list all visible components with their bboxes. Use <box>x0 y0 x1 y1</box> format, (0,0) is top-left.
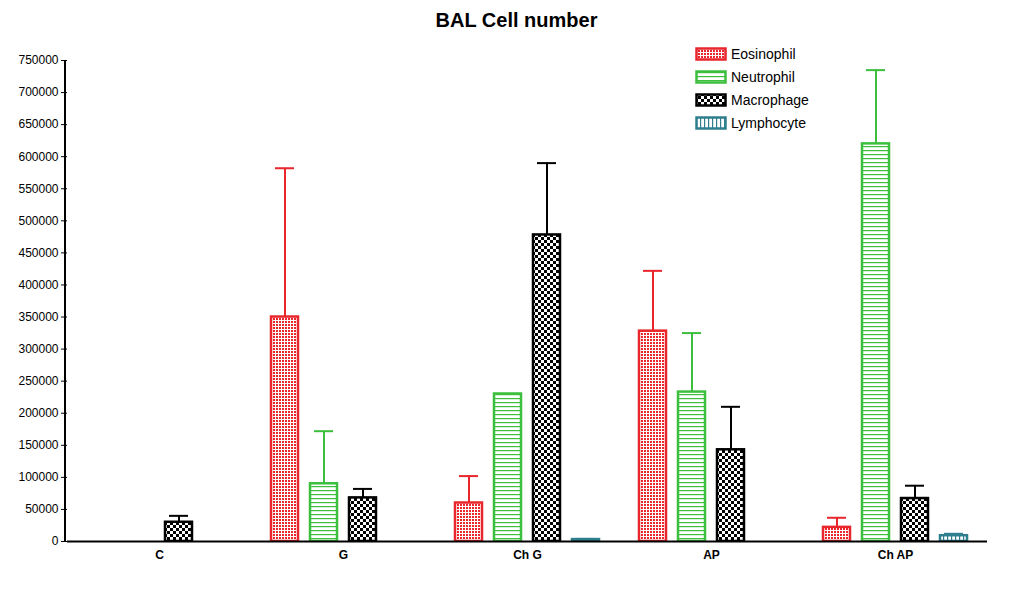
svg-text:750000: 750000 <box>18 53 58 67</box>
svg-text:50000: 50000 <box>25 502 59 516</box>
svg-text:C: C <box>155 548 164 562</box>
svg-text:250000: 250000 <box>18 374 58 388</box>
svg-text:AP: AP <box>703 548 720 562</box>
svg-text:700000: 700000 <box>18 85 58 99</box>
svg-text:200000: 200000 <box>18 406 58 420</box>
svg-text:150000: 150000 <box>18 438 58 452</box>
html-text:Macrophage: Macrophage <box>731 91 809 108</box>
svg-text:0: 0 <box>52 534 59 548</box>
svg-text:500000: 500000 <box>18 214 58 228</box>
svg-text:Ch AP: Ch AP <box>878 548 914 562</box>
svg-text:100000: 100000 <box>18 470 58 484</box>
svg-text:Ch G: Ch G <box>513 548 542 562</box>
html-text:Lymphocyte: Lymphocyte <box>731 114 806 131</box>
svg-text:400000: 400000 <box>18 278 58 292</box>
svg-text:300000: 300000 <box>18 342 58 356</box>
svg-text:G: G <box>339 548 348 562</box>
svg-text:600000: 600000 <box>18 150 58 164</box>
html-text:BAL Cell number: BAL Cell number <box>435 9 598 31</box>
svg-text:550000: 550000 <box>18 182 58 196</box>
html-text:Eosinophil: Eosinophil <box>731 45 796 62</box>
svg-text:450000: 450000 <box>18 246 58 260</box>
html-text:Neutrophil: Neutrophil <box>731 68 795 85</box>
svg-text:650000: 650000 <box>18 117 58 131</box>
svg-text:350000: 350000 <box>18 310 58 324</box>
